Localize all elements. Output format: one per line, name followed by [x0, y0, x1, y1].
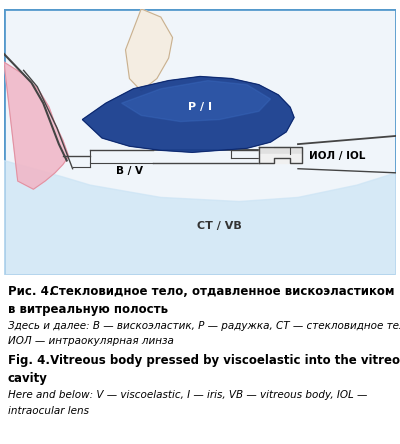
Polygon shape: [126, 9, 172, 91]
Text: intraocular lens: intraocular lens: [8, 406, 89, 416]
Polygon shape: [122, 81, 270, 122]
Text: B / V: B / V: [116, 166, 143, 176]
Text: cavity: cavity: [8, 372, 48, 385]
Text: Here and below: V — viscoelastic, I — iris, VB — vitreous body, IOL —: Here and below: V — viscoelastic, I — ir…: [8, 390, 367, 400]
Text: ИОЛ / IOL: ИОЛ / IOL: [309, 151, 365, 162]
Text: Fig. 4.: Fig. 4.: [8, 353, 50, 367]
Text: P / I: P / I: [188, 102, 212, 112]
Polygon shape: [82, 76, 294, 152]
Text: Стекловидное тело, отдавленное вискоэластиком: Стекловидное тело, отдавленное вискоэлас…: [46, 285, 394, 298]
Text: Рис. 4.: Рис. 4.: [8, 285, 54, 298]
Text: Здесь и далее: В — вискоэластик, Р — радужка, СТ — стекловидное тело,: Здесь и далее: В — вискоэластик, Р — рад…: [8, 321, 400, 332]
Text: ИОЛ — интраокулярная линза: ИОЛ — интраокулярная линза: [8, 336, 174, 345]
Polygon shape: [4, 62, 69, 189]
Polygon shape: [259, 155, 302, 163]
Text: СТ / VB: СТ / VB: [197, 221, 242, 231]
Text: Vitreous body pressed by viscoelastic into the vitreous: Vitreous body pressed by viscoelastic in…: [46, 353, 400, 367]
FancyBboxPatch shape: [4, 9, 396, 275]
Polygon shape: [4, 161, 396, 275]
Polygon shape: [259, 148, 302, 155]
Text: в витреальную полость: в витреальную полость: [8, 303, 168, 317]
